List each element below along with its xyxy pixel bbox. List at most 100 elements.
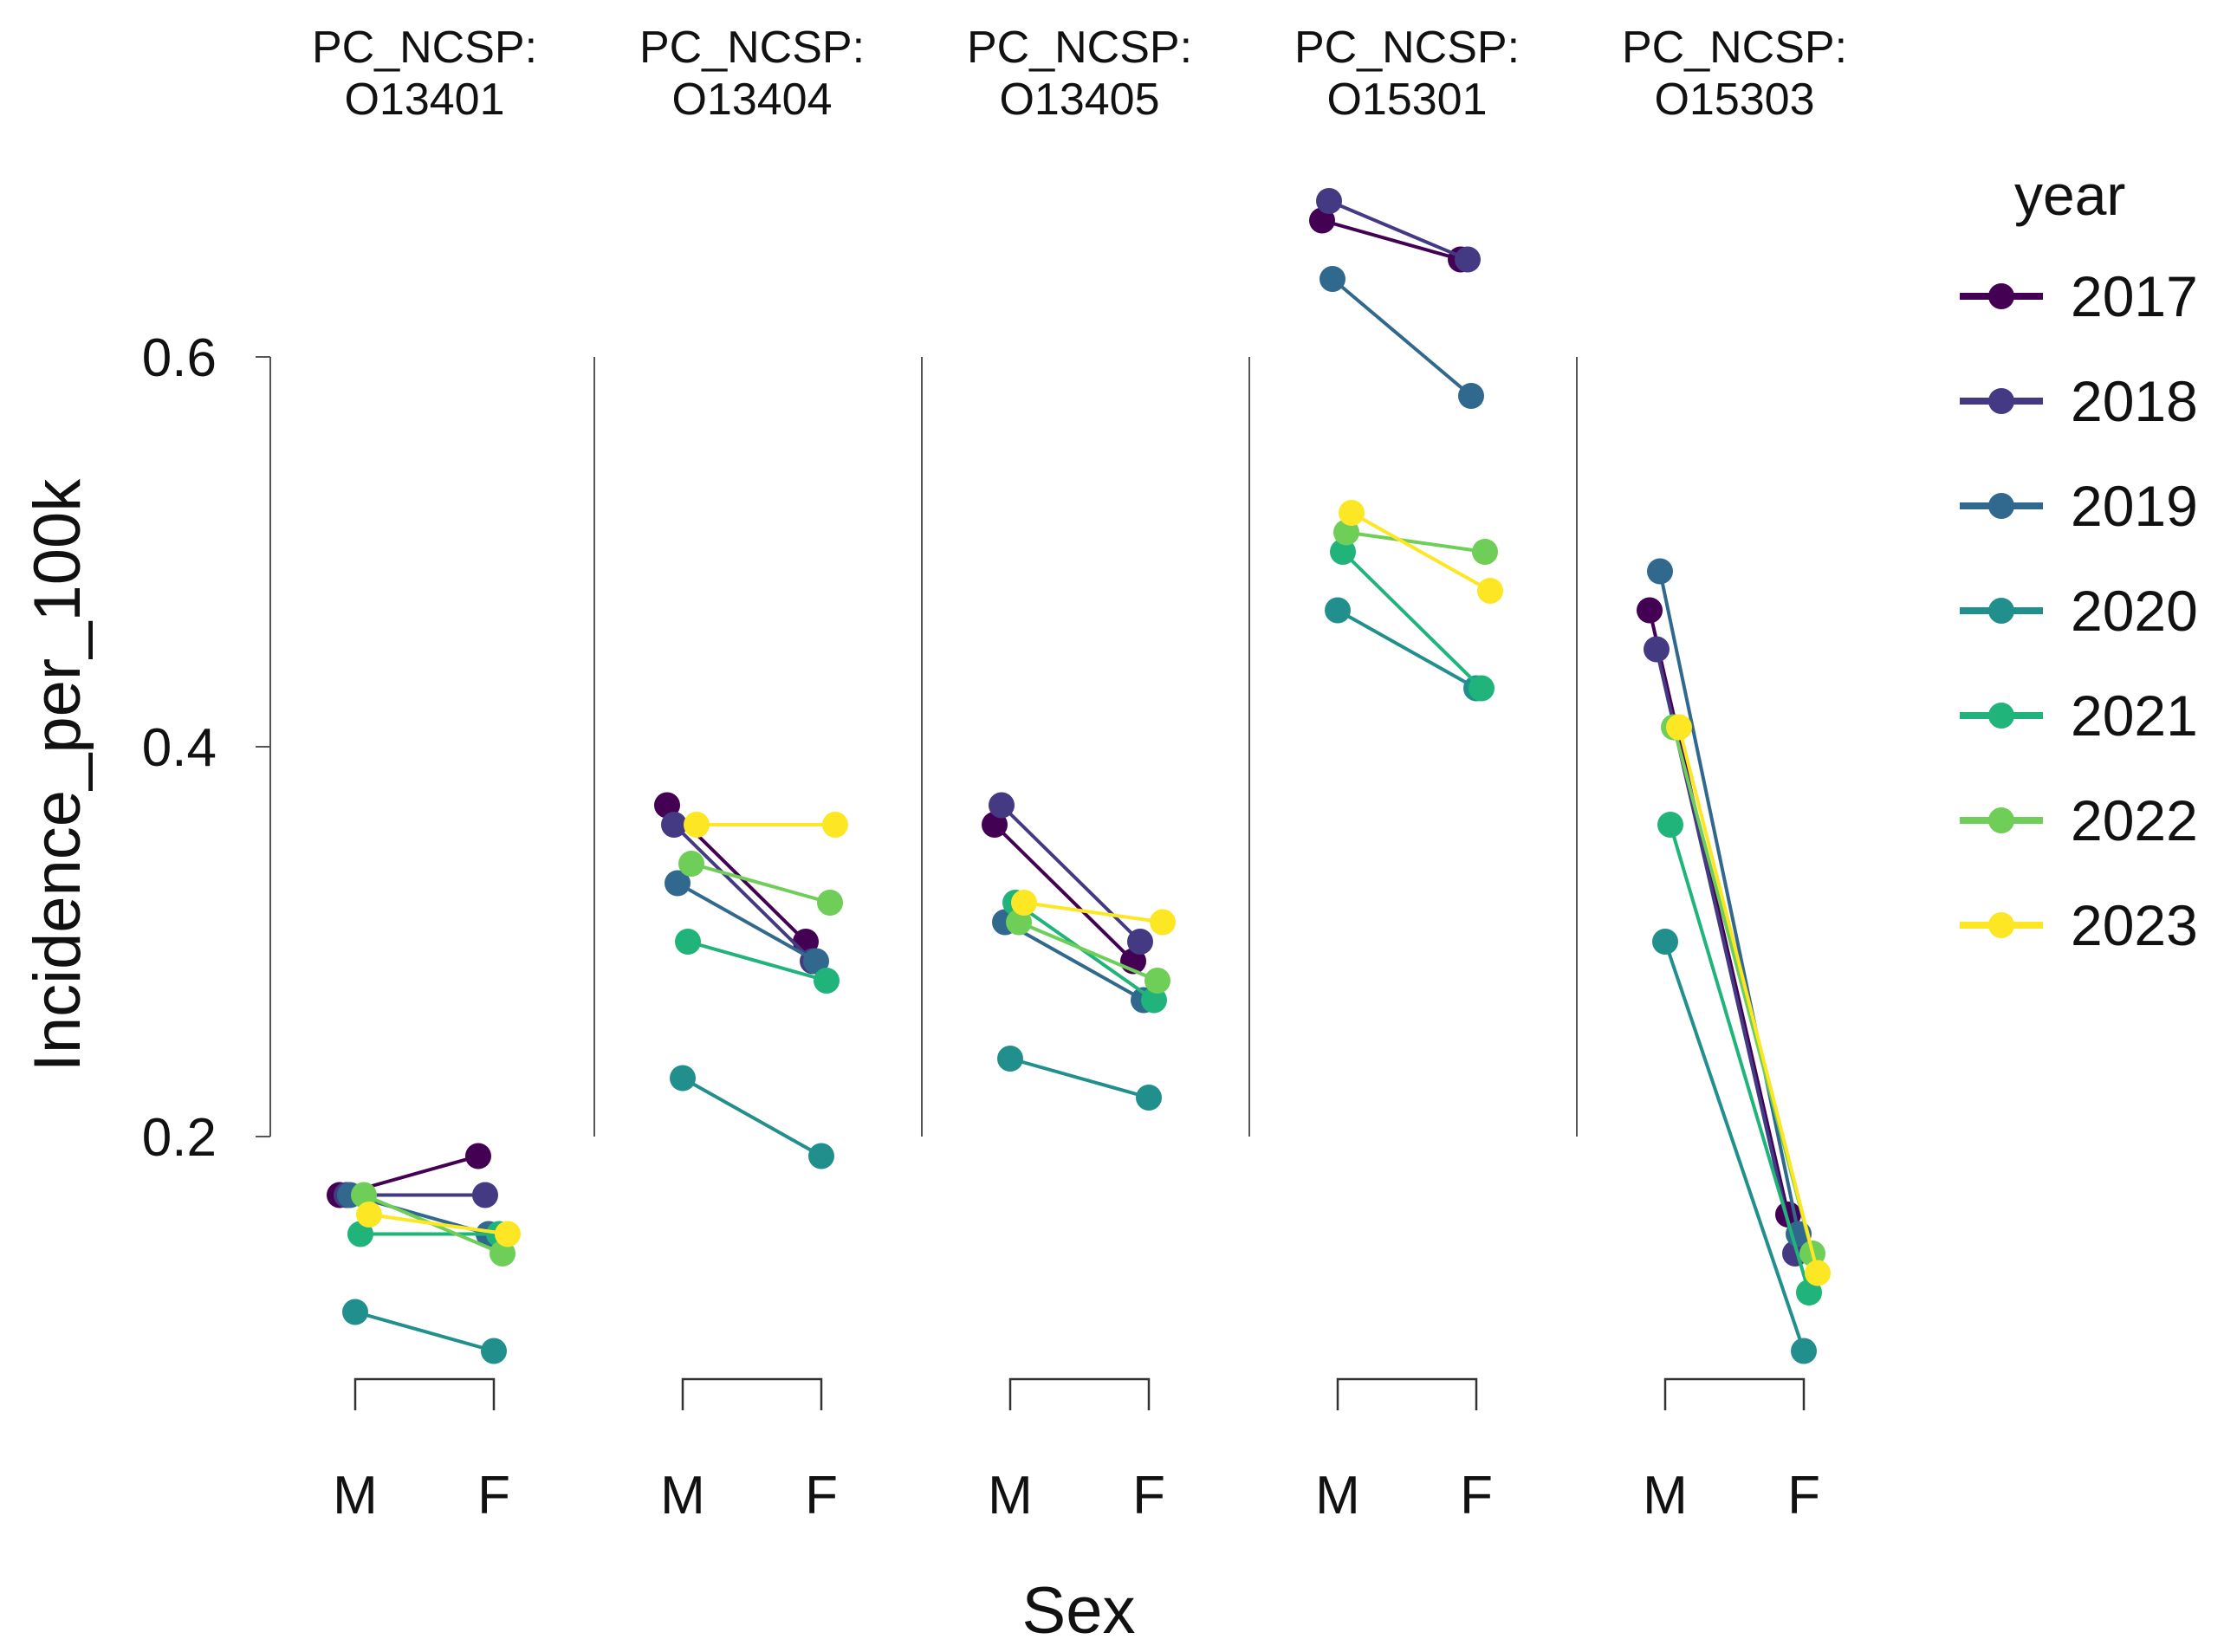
legend-label-2023: 2023 xyxy=(2071,893,2198,957)
series-line-2021 xyxy=(687,940,827,982)
panel-O13405: PC_NCSP:O13405 M F xyxy=(921,23,1192,1526)
point-2018-M xyxy=(1316,188,1342,214)
panel-O15301: PC_NCSP:O15301 M F xyxy=(1248,23,1520,1526)
point-2020-M xyxy=(1325,597,1351,624)
point-2021-F xyxy=(1469,675,1495,702)
legend-key-point-2018 xyxy=(1988,388,2014,414)
point-2020-M xyxy=(997,1046,1023,1072)
legend-key-point-2021 xyxy=(1988,703,2014,729)
point-2023-F xyxy=(1477,578,1503,604)
legend-title: year xyxy=(2014,163,2125,227)
series-line-2018 xyxy=(1000,804,1142,943)
point-2022-M xyxy=(678,851,704,877)
point-2017-F xyxy=(465,1143,491,1169)
panel-strip-label-top: PC_NCSP: xyxy=(312,23,537,73)
series-line-2017 xyxy=(1648,610,1790,1215)
legend-key-point-2017 xyxy=(1988,283,2014,309)
series-line-2019 xyxy=(1658,571,1800,1234)
panel-strip-label-top: PC_NCSP: xyxy=(967,23,1192,73)
point-2022-F xyxy=(1472,539,1498,565)
series-line-2023 xyxy=(1677,727,1819,1273)
point-2023-F xyxy=(1150,909,1176,936)
point-2021-F xyxy=(1796,1279,1822,1305)
point-2020-F xyxy=(481,1338,507,1364)
panel-strip-label-bottom: O13404 xyxy=(671,75,832,125)
point-2023-F xyxy=(822,812,848,838)
point-2023-M xyxy=(1666,714,1692,741)
x-tick-label-M: M xyxy=(660,1466,705,1526)
point-2019-M xyxy=(1647,558,1673,585)
x-tick-label-F: F xyxy=(1460,1466,1493,1526)
y-tick-label: 0.2 xyxy=(142,1108,217,1168)
point-2023-F xyxy=(1805,1260,1831,1286)
series-line-2022 xyxy=(1018,920,1158,982)
legend-label-2020: 2020 xyxy=(2071,579,2198,643)
x-tick-label-M: M xyxy=(1643,1466,1688,1526)
legend-label-2021: 2021 xyxy=(2071,683,2198,748)
panel-O15303: PC_NCSP:O15303 M F xyxy=(1576,23,1847,1526)
point-2023-M xyxy=(1011,890,1037,916)
point-2017-M xyxy=(1637,597,1663,624)
series-line-2017 xyxy=(1321,218,1462,262)
y-tick-label: 0.6 xyxy=(142,328,217,388)
point-2023-M xyxy=(684,812,710,838)
panel-strip-label-bottom: O13401 xyxy=(344,75,504,125)
series-line-2020 xyxy=(1663,941,1806,1352)
series-line-2020 xyxy=(1009,1057,1150,1099)
point-2021-M xyxy=(675,929,701,955)
series-line-2017 xyxy=(993,823,1135,962)
point-2017-M xyxy=(1309,207,1335,234)
x-tick-label-F: F xyxy=(1132,1466,1165,1526)
x-axis-bracket xyxy=(681,1377,823,1410)
point-2022-F xyxy=(490,1241,515,1267)
x-axis-bracket xyxy=(1663,1377,1806,1410)
point-2017-M xyxy=(982,812,1008,838)
legend-key-point-2022 xyxy=(1988,807,2014,833)
x-tick-label-F: F xyxy=(477,1466,510,1526)
x-tick-label-F: F xyxy=(805,1466,838,1526)
point-2020-M xyxy=(342,1299,368,1325)
series-line-2018 xyxy=(1328,199,1469,262)
point-2021-F xyxy=(1141,987,1167,1014)
point-2018-M xyxy=(1644,636,1670,663)
point-2018-F xyxy=(472,1182,498,1208)
y-axis-title: Incidence_per_100k xyxy=(21,478,94,1072)
point-2022-M xyxy=(351,1182,377,1208)
series-line-2020 xyxy=(354,1310,495,1353)
panel-strip-label-top: PC_NCSP: xyxy=(1622,23,1847,73)
point-2018-M xyxy=(661,812,687,838)
legend-label-2017: 2017 xyxy=(2071,264,2198,328)
point-2020-F xyxy=(1136,1085,1162,1111)
x-axis-bracket xyxy=(1008,1377,1151,1410)
panel-O13404: PC_NCSP:O13404 M F xyxy=(593,23,865,1526)
point-2020-F xyxy=(1791,1338,1817,1364)
y-tick-label: 0.4 xyxy=(142,718,217,778)
series-line-2020 xyxy=(682,1076,822,1158)
point-2023-M xyxy=(356,1202,382,1228)
point-2023-M xyxy=(1339,500,1365,526)
point-2018-F xyxy=(1127,929,1153,955)
point-2021-M xyxy=(347,1221,373,1247)
panel-strip-label-bottom: O15303 xyxy=(1654,75,1814,125)
x-tick-label-M: M xyxy=(333,1466,378,1526)
point-2022-M xyxy=(1333,519,1359,546)
x-tick-label-M: M xyxy=(988,1466,1033,1526)
point-2020-F xyxy=(808,1143,834,1169)
series-line-2019 xyxy=(677,881,817,963)
panel-strip-label-top: PC_NCSP: xyxy=(1294,23,1520,73)
legend-key-point-2023 xyxy=(1988,912,2014,938)
point-2018-M xyxy=(989,792,1015,819)
point-2022-F xyxy=(1144,968,1170,994)
series-line-2021 xyxy=(1341,550,1483,690)
legend-label-2018: 2018 xyxy=(2071,369,2198,433)
point-2020-M xyxy=(1652,929,1678,955)
legend-key-point-2020 xyxy=(1988,598,2014,624)
x-tick-label-F: F xyxy=(1787,1466,1820,1526)
series-line-2023 xyxy=(1351,511,1491,593)
point-2021-F xyxy=(814,968,840,994)
series-line-2018 xyxy=(672,823,814,962)
panel-O13401: PC_NCSP:O13401 M F xyxy=(269,23,537,1526)
x-axis-bracket xyxy=(353,1377,496,1410)
point-2023-F xyxy=(495,1221,521,1247)
